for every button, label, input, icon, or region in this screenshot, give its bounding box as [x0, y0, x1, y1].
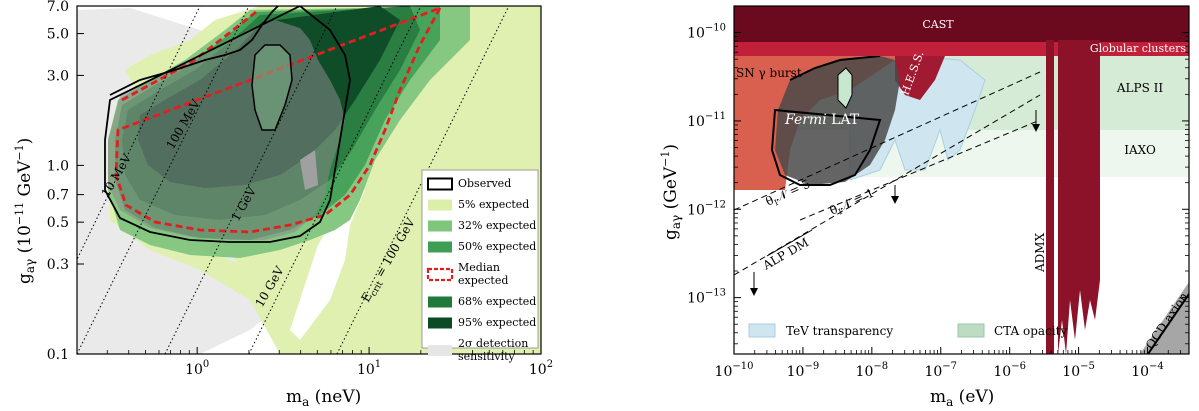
left-legend: Observed 5% expected 32% expected 50% expec… [421, 169, 539, 363]
label-cast: CAST [922, 18, 954, 31]
left-x-tick-label: 100 [185, 359, 209, 378]
legend-swatch [428, 317, 452, 329]
critical-energy-line [77, 6, 250, 354]
cast-region [734, 6, 1189, 42]
grey-blob [300, 150, 318, 190]
legend-swatch [428, 241, 452, 253]
right-y-axis-label: gaγ (GeV−1) [659, 144, 683, 240]
critical-energy-line [164, 6, 338, 354]
critical-energy-line [336, 6, 510, 354]
sn-gamma-burst-region [734, 56, 900, 190]
right-y-tick-label: 10−11 [687, 111, 726, 130]
right-legend: TeV transparency CTA opacity [748, 323, 1067, 338]
five-percent-lower-lobe [110, 180, 320, 354]
hess-region [895, 56, 945, 100]
legend-label-cta: CTA opacity [994, 324, 1067, 338]
right-x-tick-label: 10−5 [1062, 361, 1095, 380]
right-y-tick-label: 10−12 [687, 199, 726, 218]
admx-bar-2 [1058, 40, 1100, 354]
right-plot-layers [734, 6, 1189, 354]
right-x-axis-label: ma (eV) [930, 387, 994, 409]
median-expected-contour [114, 6, 443, 234]
right-x-tick-label: 10−9 [787, 361, 820, 380]
left-y-tick-label: 3.0 [47, 68, 69, 84]
white-gap-region [290, 190, 365, 340]
label-globular-clusters: Globular clusters [1090, 42, 1186, 55]
legend-label: Median expected [458, 261, 508, 287]
left-y-tick-label: 5.0 [47, 27, 69, 43]
label-alps-ii: ALPS II [1116, 81, 1163, 95]
left-y-tick-label: 0.7 [47, 188, 69, 204]
arrow-3 [750, 272, 758, 296]
admx-bar-1 [1046, 40, 1054, 354]
legend-label: 2σ detection sensitivity [458, 337, 528, 363]
qcd-axion-region [1140, 282, 1189, 354]
legend-swatch [428, 296, 452, 308]
label-iaxo: IAXO [1124, 143, 1156, 157]
left-x-tick-label: 101 [357, 359, 381, 378]
legend-swatch [428, 220, 452, 232]
right-y-tick-label: 10−13 [687, 288, 726, 307]
right-x-tick-label: 10−6 [993, 361, 1026, 380]
left-y-tick-label: 0.5 [47, 215, 69, 231]
left-y-tick-label: 1.0 [47, 158, 69, 174]
observed-island-contour [251, 44, 293, 131]
right-axes: 10−10 10−9 10−8 10−7 10−6 10−5 10−4 10−13 10−12 1… [687, 5, 1190, 380]
legend-label: 32% expected [458, 219, 536, 232]
right-x-tick-label: 10−7 [924, 361, 957, 380]
left-plot-frame [76, 5, 542, 355]
legend-label: 50% expected [458, 240, 536, 253]
label-fermi-lat: Fermi LAT [784, 112, 860, 128]
theta-n-5-line [734, 71, 1041, 211]
label-admx: ADMX [1033, 232, 1047, 273]
right-x-tick-label: 10−10 [715, 361, 754, 380]
legend-swatch [428, 345, 452, 356]
critical-energy-lines [77, 6, 510, 354]
legend-label: 95% expected [458, 316, 536, 329]
fermi-lat-island [837, 67, 853, 109]
legend-swatch-cta [957, 323, 985, 338]
fermi-lat-contour [770, 55, 882, 186]
right-y-tick-label: 10−10 [687, 23, 726, 42]
left-y-axis-label: gaγ (10−11 GeV−1) [13, 138, 37, 284]
arrow-1 [1032, 110, 1040, 132]
legend-label: 5% expected [458, 198, 529, 211]
legend-label-tev: TeV transparency [786, 324, 893, 338]
left-x-axis-label: ma (neV) [286, 387, 361, 409]
left-y-tick-label: 0.1 [47, 347, 69, 363]
legend-swatch [426, 267, 454, 282]
legend-label: 68% expected [458, 295, 536, 308]
left-axes: 100 101 102 0.1 0.3 0.5 0.7 1.0 3.0 5.0 7.0 [47, 0, 553, 378]
right-x-tick-label: 10−8 [856, 361, 889, 380]
legend-swatch [427, 177, 453, 191]
left-x-tick-label: 102 [529, 359, 553, 378]
right-x-tick-label: 10−4 [1131, 361, 1164, 380]
legend-swatch [428, 199, 452, 211]
left-y-tick-label: 7.0 [47, 0, 69, 15]
right-panel: 10−10 10−9 10−8 10−7 10−6 10−5 10−4 10−13 10−12 1… [659, 5, 1191, 409]
observed-contour [104, 6, 351, 243]
arrow-2 [891, 185, 899, 204]
theta-n-1-line [799, 119, 1041, 221]
legend-swatch-tev [748, 323, 776, 338]
critical-energy-line [248, 6, 422, 354]
alp-dm-overline [766, 229, 813, 257]
label-sn-gamma-burst: SN γ burst [736, 66, 802, 80]
left-y-tick-label: 0.3 [47, 257, 69, 273]
legend-label: Observed [458, 177, 511, 190]
qcd-axion-line [1147, 293, 1189, 354]
alp-dm-line [734, 94, 1041, 276]
critical-energy-line [77, 6, 201, 261]
